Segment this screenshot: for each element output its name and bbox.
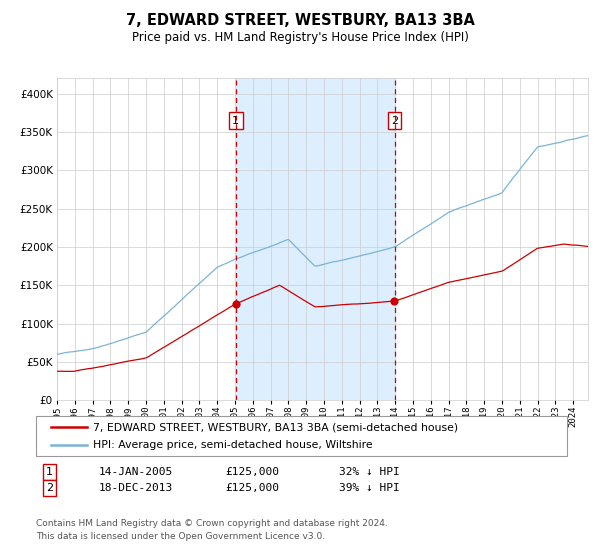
Text: 1: 1 bbox=[46, 467, 53, 477]
Bar bbox=[236, 78, 395, 400]
Text: 14-JAN-2005: 14-JAN-2005 bbox=[99, 467, 173, 477]
Point bbox=[231, 300, 241, 309]
Text: 7, EDWARD STREET, WESTBURY, BA13 3BA (semi-detached house): 7, EDWARD STREET, WESTBURY, BA13 3BA (se… bbox=[93, 422, 458, 432]
Text: 7, EDWARD STREET, WESTBURY, BA13 3BA: 7, EDWARD STREET, WESTBURY, BA13 3BA bbox=[125, 13, 475, 27]
Point bbox=[389, 297, 399, 306]
Text: 1: 1 bbox=[232, 115, 239, 125]
Text: £125,000: £125,000 bbox=[225, 483, 279, 493]
Text: £125,000: £125,000 bbox=[225, 467, 279, 477]
Text: 18-DEC-2013: 18-DEC-2013 bbox=[99, 483, 173, 493]
Text: 32% ↓ HPI: 32% ↓ HPI bbox=[339, 467, 400, 477]
Text: HPI: Average price, semi-detached house, Wiltshire: HPI: Average price, semi-detached house,… bbox=[93, 440, 373, 450]
Text: Price paid vs. HM Land Registry's House Price Index (HPI): Price paid vs. HM Land Registry's House … bbox=[131, 31, 469, 44]
Text: 2: 2 bbox=[391, 115, 398, 125]
Text: Contains HM Land Registry data © Crown copyright and database right 2024.
This d: Contains HM Land Registry data © Crown c… bbox=[36, 519, 388, 542]
Text: 2: 2 bbox=[46, 483, 53, 493]
Text: 39% ↓ HPI: 39% ↓ HPI bbox=[339, 483, 400, 493]
